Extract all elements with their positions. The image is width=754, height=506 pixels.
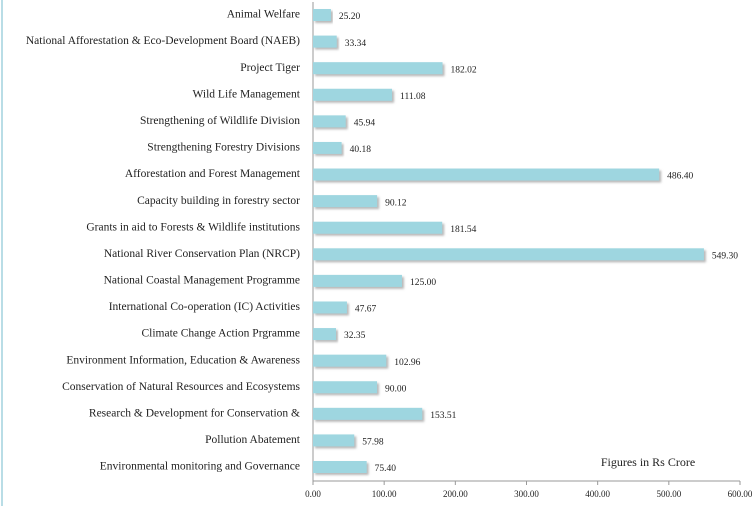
bar: [313, 115, 346, 128]
category-label: Environmental monitoring and Governance: [100, 461, 300, 473]
value-label: 33.34: [345, 39, 367, 49]
bar: [313, 88, 393, 101]
value-label: 32.35: [344, 331, 366, 341]
category-label: Pollution Abatement: [205, 434, 301, 446]
x-tick-label: 100.00: [372, 489, 397, 499]
value-label: 90.12: [385, 198, 407, 208]
bar: [313, 221, 443, 234]
value-label: 45.94: [354, 119, 376, 129]
category-label: Grants in aid to Forests & Wildlife inst…: [86, 221, 300, 233]
value-label: 47.67: [355, 305, 377, 315]
category-label: National Coastal Management Programme: [104, 275, 300, 287]
value-label: 57.98: [362, 438, 384, 448]
value-label: 90.00: [385, 384, 407, 394]
value-label: 181.54: [450, 225, 476, 235]
value-label: 102.96: [394, 358, 420, 368]
x-tick-label: 0.00: [305, 489, 321, 499]
annotation: Figures in Rs Crore: [601, 455, 695, 469]
category-label: Afforestation and Forest Management: [125, 168, 301, 180]
bar: [313, 407, 423, 420]
category-label: International Co-operation (IC) Activiti…: [109, 301, 301, 313]
value-label: 182.02: [451, 65, 477, 75]
value-label: 40.18: [350, 145, 372, 155]
bar: [313, 381, 378, 394]
bar: [313, 434, 355, 447]
category-label: Research & Development for Conservation …: [89, 407, 300, 419]
x-tick-label: 300.00: [514, 489, 539, 499]
category-label: Conservation of Natural Resources and Ec…: [62, 381, 300, 393]
bar: [313, 274, 402, 287]
bar: [313, 354, 387, 367]
category-label: Capacity building in forestry sector: [137, 195, 300, 207]
category-label: Strengthening Forestry Divisions: [147, 142, 300, 154]
value-label: 549.30: [712, 251, 738, 261]
value-label: 75.40: [375, 464, 397, 474]
x-tick-label: 200.00: [443, 489, 468, 499]
x-tick-label: 600.00: [728, 489, 753, 499]
bar: [313, 35, 337, 48]
x-tick-label: 400.00: [585, 489, 610, 499]
x-tick-label: 500.00: [656, 489, 681, 499]
value-label: 125.00: [410, 278, 436, 288]
category-label: Animal Welfare: [227, 9, 300, 21]
bar: [313, 461, 367, 473]
bar: [313, 301, 347, 314]
category-label: National Afforestation & Eco-Development…: [26, 35, 300, 47]
bar: [313, 141, 342, 154]
category-label: Environment Information, Education & Awa…: [66, 354, 300, 366]
category-label: Project Tiger: [240, 62, 300, 74]
bar: [313, 328, 337, 341]
bar: [313, 9, 331, 21]
category-label: National River Conservation Plan (NRCP): [104, 248, 300, 260]
value-label: 111.08: [400, 92, 426, 102]
bar: [313, 168, 660, 181]
category-label: Climate Change Action Prgramme: [141, 328, 300, 340]
category-label: Strengthening of Wildlife Division: [140, 115, 300, 127]
bar: [313, 248, 704, 261]
bar: [313, 195, 378, 208]
value-label: 25.20: [339, 12, 361, 22]
bar: [313, 62, 443, 75]
value-label: 486.40: [667, 172, 693, 182]
category-label: Wild Life Management: [193, 88, 301, 100]
value-label: 153.51: [430, 411, 456, 421]
